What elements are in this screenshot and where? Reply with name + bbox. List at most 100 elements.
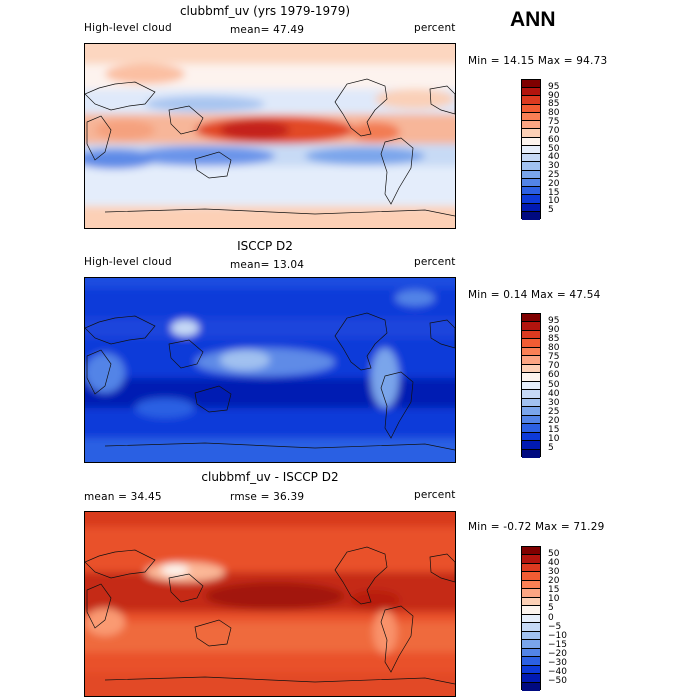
- colorbar-label: 20: [548, 178, 560, 189]
- colorbar-swatch: [522, 597, 540, 607]
- colorbar-swatch: [522, 112, 540, 122]
- colorbar-label: −50: [548, 676, 567, 687]
- colorbar-label: 0: [548, 612, 554, 623]
- colorbar-swatch: [522, 211, 540, 220]
- panel2-map: [84, 277, 456, 463]
- colorbar-swatch: [522, 555, 540, 564]
- colorbar-swatch: [522, 589, 540, 598]
- colorbar-swatch: [522, 563, 540, 573]
- colorbar-label: −10: [548, 630, 567, 641]
- colorbar-label: 20: [548, 576, 560, 587]
- colorbar-swatch: [522, 623, 540, 632]
- colorbar-swatch: [522, 648, 540, 658]
- colorbar-label: 15: [548, 187, 560, 198]
- colorbar-label: 30: [548, 567, 560, 578]
- panel1-colorbar-swatches: [521, 79, 541, 220]
- colorbar-swatch: [522, 121, 540, 130]
- colorbar-swatch: [522, 195, 540, 204]
- colorbar-swatch: [522, 203, 540, 212]
- colorbar-label: −20: [548, 648, 567, 659]
- colorbar-swatch: [522, 441, 540, 450]
- colorbar-label: 70: [548, 125, 560, 136]
- panel3-mean-label: mean = 34.45: [84, 491, 162, 503]
- colorbar-label: 20: [548, 415, 560, 426]
- colorbar-label: 10: [548, 594, 560, 605]
- panel3-colorbar-swatches: [521, 546, 541, 691]
- colorbar-swatch: [522, 614, 540, 624]
- colorbar-label: 50: [548, 548, 560, 559]
- colorbar-label: −30: [548, 657, 567, 668]
- panel2-units-label: percent: [414, 256, 456, 268]
- panel1-minmax: Min = 14.15 Max = 94.73: [468, 55, 608, 67]
- colorbar-label: 50: [548, 379, 560, 390]
- colorbar-label: −40: [548, 666, 567, 677]
- colorbar-swatch: [522, 640, 540, 649]
- panel2-colorbar-swatches: [521, 313, 541, 458]
- colorbar-label: 75: [548, 352, 560, 363]
- colorbar-label: −15: [548, 639, 567, 650]
- colorbar-swatch: [522, 356, 540, 365]
- colorbar-swatch: [522, 314, 540, 323]
- colorbar-label: 90: [548, 90, 560, 101]
- colorbar-label: 5: [548, 205, 554, 216]
- panel2-title: ISCCP D2: [237, 239, 293, 253]
- colorbar-swatch: [522, 665, 540, 675]
- colorbar-label: 80: [548, 108, 560, 119]
- colorbar-swatch: [522, 162, 540, 171]
- colorbar-label: 75: [548, 117, 560, 128]
- panel1-title: clubbmf_uv (yrs 1979-1979): [179, 4, 351, 18]
- colorbar-label: 95: [548, 315, 560, 326]
- colorbar-label: 15: [548, 424, 560, 435]
- colorbar-swatch: [522, 390, 540, 399]
- colorbar-swatch: [522, 424, 540, 433]
- colorbar-swatch: [522, 547, 540, 556]
- colorbar-label: 40: [548, 152, 560, 163]
- colorbar-swatch: [522, 88, 540, 97]
- panel1-colorbar: 95 90 85 80 75 70 60 50 40 30 25 20 15 10 5: [521, 79, 581, 220]
- panel3-minmax: Min = -0.72 Max = 71.29: [468, 521, 605, 533]
- panel2-mean-label: mean= 13.04: [230, 259, 305, 271]
- colorbar-swatch: [522, 170, 540, 179]
- colorbar-label: 60: [548, 370, 560, 381]
- colorbar-swatch: [522, 415, 540, 425]
- colorbar-swatch: [522, 178, 540, 188]
- colorbar-swatch: [522, 449, 540, 458]
- colorbar-swatch: [522, 129, 540, 138]
- colorbar-label: 10: [548, 196, 560, 207]
- panel3-units-label: percent: [414, 489, 456, 501]
- colorbar-swatch: [522, 572, 540, 581]
- colorbar-swatch: [522, 682, 540, 691]
- colorbar-swatch: [522, 145, 540, 155]
- colorbar-swatch: [522, 631, 540, 641]
- colorbar-label: 80: [548, 343, 560, 354]
- colorbar-label: 85: [548, 99, 560, 110]
- panel3-title: clubbmf_uv - ISCCP D2: [201, 470, 339, 484]
- panel3-rmse-label: rmse = 36.39: [230, 491, 305, 503]
- colorbar-swatch: [522, 381, 540, 391]
- season-label: ANN: [510, 8, 556, 31]
- colorbar-swatch: [522, 398, 540, 408]
- panel1-variable-label: High-level cloud: [84, 22, 172, 34]
- colorbar-swatch: [522, 187, 540, 196]
- colorbar-swatch: [522, 364, 540, 374]
- colorbar-label: 30: [548, 161, 560, 172]
- colorbar-label: 95: [548, 81, 560, 92]
- colorbar-label: 90: [548, 325, 560, 336]
- colorbar-label: 25: [548, 169, 560, 180]
- colorbar-label: 85: [548, 334, 560, 345]
- colorbar-swatch: [522, 347, 540, 357]
- colorbar-label: 70: [548, 361, 560, 372]
- colorbar-label: 50: [548, 143, 560, 154]
- colorbar-label: −5: [548, 621, 562, 632]
- panel3-map: [84, 511, 456, 697]
- colorbar-swatch: [522, 580, 540, 590]
- colorbar-label: 10: [548, 433, 560, 444]
- colorbar-swatch: [522, 80, 540, 89]
- colorbar-swatch: [522, 373, 540, 382]
- colorbar-swatch: [522, 407, 540, 416]
- colorbar-label: 60: [548, 134, 560, 145]
- colorbar-swatch: [522, 657, 540, 666]
- colorbar-label: 40: [548, 388, 560, 399]
- panel2-colorbar: 95 90 85 80 75 70 60 50 40 30 25 20 15 10 5: [521, 313, 581, 458]
- panel2-variable-label: High-level cloud: [84, 256, 172, 268]
